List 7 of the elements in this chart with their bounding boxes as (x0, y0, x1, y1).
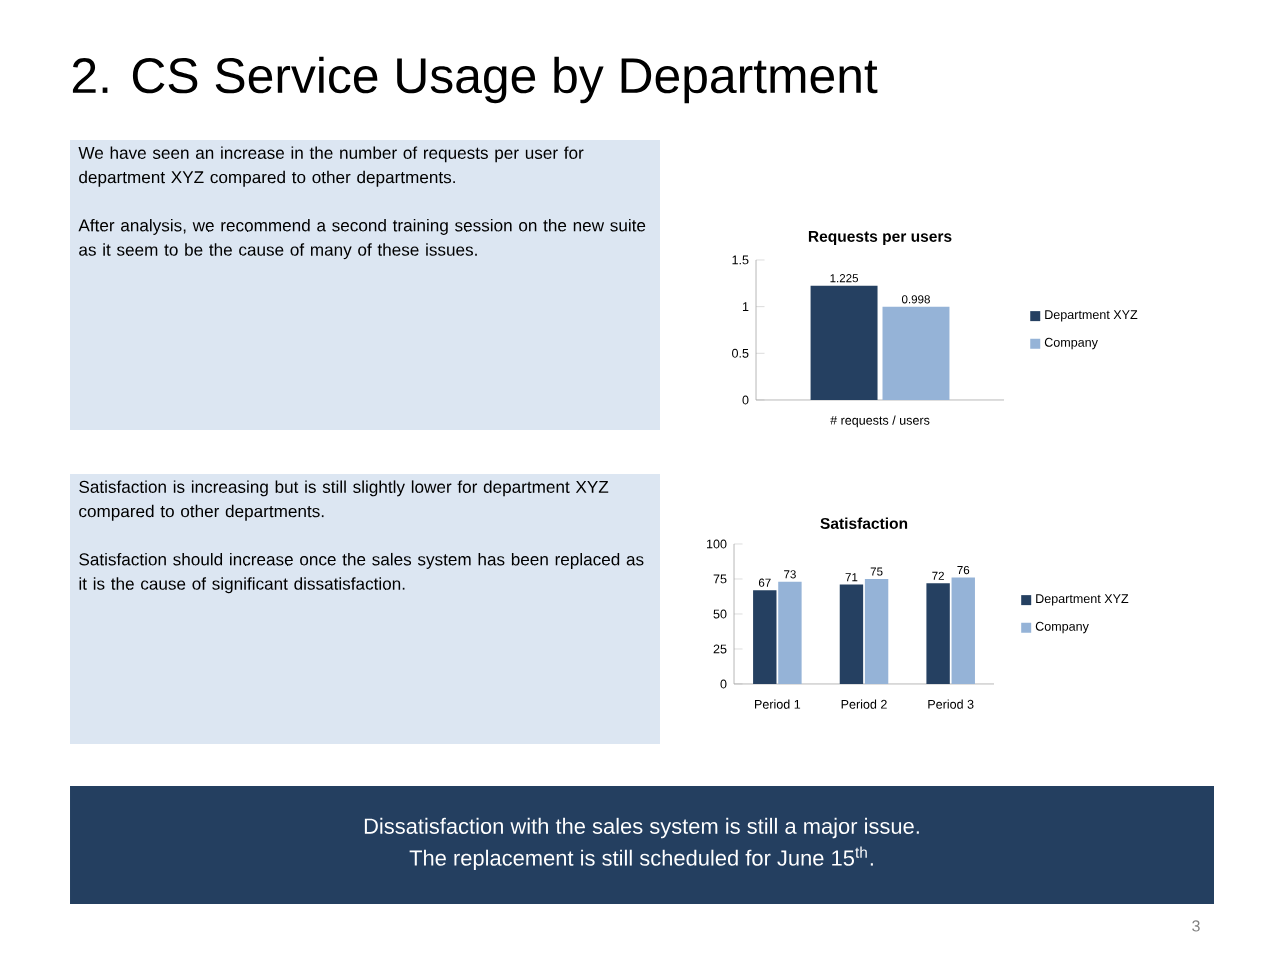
text: The replacement is still scheduled for June 15$^{th}$. (409, 846, 873, 871)
text: Satisfaction should increase once the sales system has been replaced as it is the cause of significant dissatisfaction. (79, 552, 644, 594)
text: After analysis, we recommend a second training session on the new suite as it seem to be the cause of many of these issues. (78, 218, 646, 260)
text: 2. CS Service Usage by Department (72, 56, 878, 104)
text: Dissatisfaction with the sales system is still a major issue. (364, 817, 919, 839)
text: Satisfaction is increasing but is still slightly lower for department XYZ compared to other departments. (79, 480, 609, 521)
text: We have seen an increase in the number of requests per user for department XYZ compared to other departments. (78, 146, 584, 187)
